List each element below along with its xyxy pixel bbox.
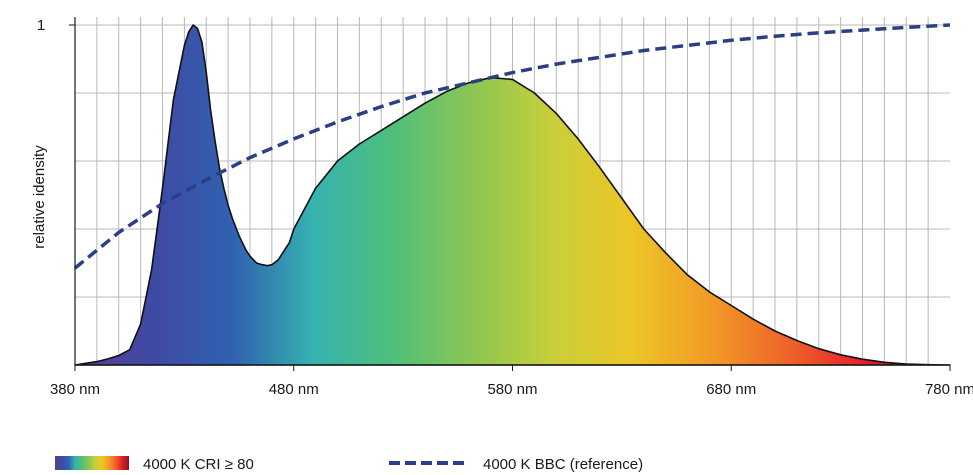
reference-line-layer [73,23,951,270]
axes [69,17,951,371]
legend: 4000 K CRI ≥ 80 4000 K BBC (reference) [55,456,643,473]
legend-label-reference: 4000 K BBC (reference) [483,456,643,473]
y-tick-label: 1 [37,17,45,34]
legend-label-spectrum: 4000 K CRI ≥ 80 [143,456,254,473]
series-spectrum-area [74,24,951,366]
legend-spectrum-swatch [55,456,129,470]
spectrum-area-layer [74,24,951,366]
tick-labels: 380 nm 480 nm 580 nm 680 nm 780 nm 1 [37,17,973,398]
x-tick-label: 580 nm [487,381,537,398]
series-reference-line [73,23,951,270]
x-tick-label: 780 nm [925,381,973,398]
x-tick-label: 380 nm [50,381,100,398]
x-tick-label: 680 nm [706,381,756,398]
y-axis-label: relative idensity [31,145,48,249]
x-tick-label: 480 nm [269,381,319,398]
